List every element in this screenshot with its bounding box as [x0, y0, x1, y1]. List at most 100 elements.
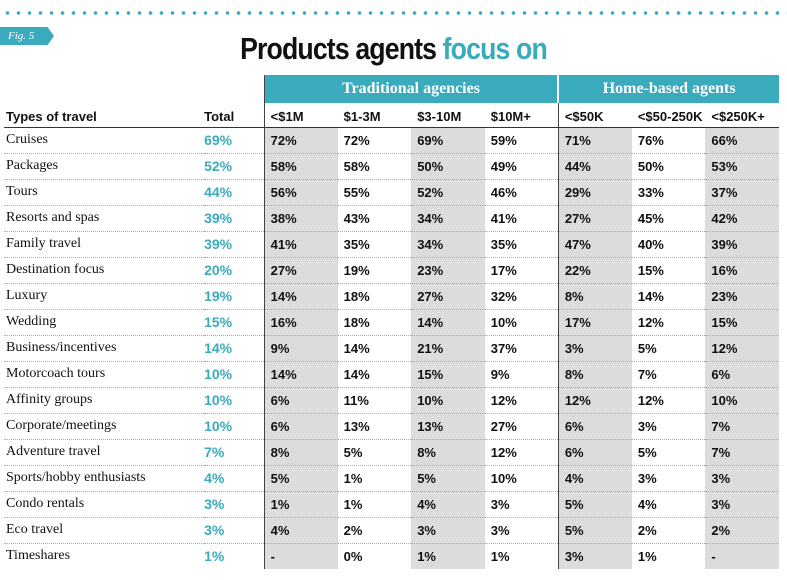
value-cell: 45% [631, 205, 706, 232]
value-cell: 5% [337, 439, 412, 466]
value-cell: 27% [484, 413, 559, 440]
row-label: Motorcoach tours [4, 361, 205, 388]
value-cell: - [705, 543, 779, 569]
value-cell: 34% [411, 231, 485, 258]
row-label: Corporate/meetings [4, 413, 205, 440]
table-row: Wedding 15% 16% 18% 14% 10% 17% 12% 15% [4, 309, 779, 336]
value-cell: 12% [484, 439, 559, 466]
row-label: Business/incentives [4, 335, 205, 362]
value-cell: 23% [705, 283, 779, 310]
value-cell: 5% [411, 465, 485, 492]
table-row: Resorts and spas 39% 38% 43% 34% 41% 27% 45% 42% [4, 205, 779, 232]
value-cell: 12% [484, 387, 559, 414]
value-cell: 37% [484, 335, 559, 362]
value-cell: 12% [631, 309, 706, 336]
table-row: Luxury 19% 14% 18% 27% 32% 8% 14% 23% [4, 283, 779, 310]
value-cell: 14% [263, 361, 338, 388]
total-cell: 52% [204, 153, 265, 180]
title-accent: focus on [442, 31, 548, 66]
value-cell: 1% [411, 543, 485, 569]
value-cell: 18% [337, 283, 412, 310]
value-cell: 7% [705, 439, 779, 466]
value-cell: 35% [484, 231, 559, 258]
value-cell: 1% [263, 491, 338, 518]
value-cell: 27% [411, 283, 485, 310]
value-cell: - [263, 543, 338, 569]
value-cell: 52% [411, 179, 485, 206]
value-cell: 9% [484, 361, 559, 388]
value-cell: 53% [705, 153, 779, 180]
row-label: Eco travel [4, 517, 205, 544]
table-row: Packages 52% 58% 58% 50% 49% 44% 50% 53% [4, 153, 779, 180]
column-header-total: Total [204, 103, 265, 128]
value-cell: 8% [557, 283, 632, 310]
value-cell: 3% [631, 413, 706, 440]
value-cell: 10% [484, 465, 559, 492]
row-label: Luxury [4, 283, 205, 310]
total-cell: 1% [204, 548, 225, 565]
group-header-home-based: Home-based agents [557, 75, 779, 103]
value-cell: 23% [411, 257, 485, 284]
value-cell: 1% [637, 548, 657, 564]
value-cell: 47% [557, 231, 632, 258]
total-cell: 15% [204, 309, 265, 336]
value-cell: 72% [263, 127, 338, 154]
value-cell: 37% [705, 179, 779, 206]
value-cell: 42% [705, 205, 779, 232]
value-cell: 43% [337, 205, 412, 232]
dotted-border [0, 9, 787, 17]
value-cell: 35% [337, 231, 412, 258]
value-cell: 56% [263, 179, 338, 206]
total-cell: 10% [204, 413, 265, 440]
total-cell: 44% [204, 179, 265, 206]
table-row: Motorcoach tours 10% 14% 14% 15% 9% 8% 7% 6% [4, 361, 779, 388]
total-cell: 7% [204, 439, 265, 466]
value-cell: 17% [484, 257, 559, 284]
table-row: Adventure travel 7% 8% 5% 8% 12% 6% 5% 7% [4, 439, 779, 466]
row-label: Resorts and spas [4, 205, 205, 232]
value-cell: 59% [484, 127, 559, 154]
total-cell: 4% [204, 465, 265, 492]
value-cell: 1% [490, 548, 510, 564]
value-cell: 6% [557, 413, 632, 440]
value-cell: 12% [631, 387, 706, 414]
value-cell: 3% [557, 335, 632, 362]
column-header: $10M+ [484, 103, 559, 128]
value-cell: 11% [337, 387, 412, 414]
value-cell: 39% [705, 231, 779, 258]
row-label: Packages [4, 153, 205, 180]
value-cell: 41% [263, 231, 338, 258]
value-cell: 27% [263, 257, 338, 284]
value-cell: 3% [484, 491, 559, 518]
value-cell: 46% [484, 179, 559, 206]
row-label: Condo rentals [4, 491, 205, 518]
value-cell: 13% [411, 413, 485, 440]
table-row: Cruises 69% 72% 72% 69% 59% 71% 76% 66% [4, 127, 779, 154]
value-cell: 6% [263, 387, 338, 414]
total-cell: 19% [204, 283, 265, 310]
value-cell: 58% [263, 153, 338, 180]
row-label: Destination focus [4, 257, 205, 284]
value-cell: 6% [705, 361, 779, 388]
total-cell: 20% [204, 257, 265, 284]
figure-label: Fig. 5 [0, 27, 54, 45]
value-cell: 22% [557, 257, 632, 284]
row-label: Family travel [4, 231, 205, 258]
value-cell: 71% [557, 127, 632, 154]
column-header: <$1M [263, 103, 338, 128]
value-cell: 10% [705, 387, 779, 414]
row-label: Tours [4, 179, 205, 206]
value-cell: 13% [337, 413, 412, 440]
value-cell: 14% [631, 283, 706, 310]
total-cell: 3% [204, 517, 265, 544]
value-cell: 5% [631, 335, 706, 362]
value-cell: 76% [631, 127, 706, 154]
value-cell: 66% [705, 127, 779, 154]
chart-title: Products agents focus on [55, 29, 732, 69]
value-cell: 7% [705, 413, 779, 440]
total-cell: 10% [204, 387, 265, 414]
value-cell: 29% [557, 179, 632, 206]
value-cell: 49% [484, 153, 559, 180]
table-row: Business/incentives 14% 9% 14% 21% 37% 3% 5% 12% [4, 335, 779, 362]
value-cell: 1% [337, 465, 412, 492]
